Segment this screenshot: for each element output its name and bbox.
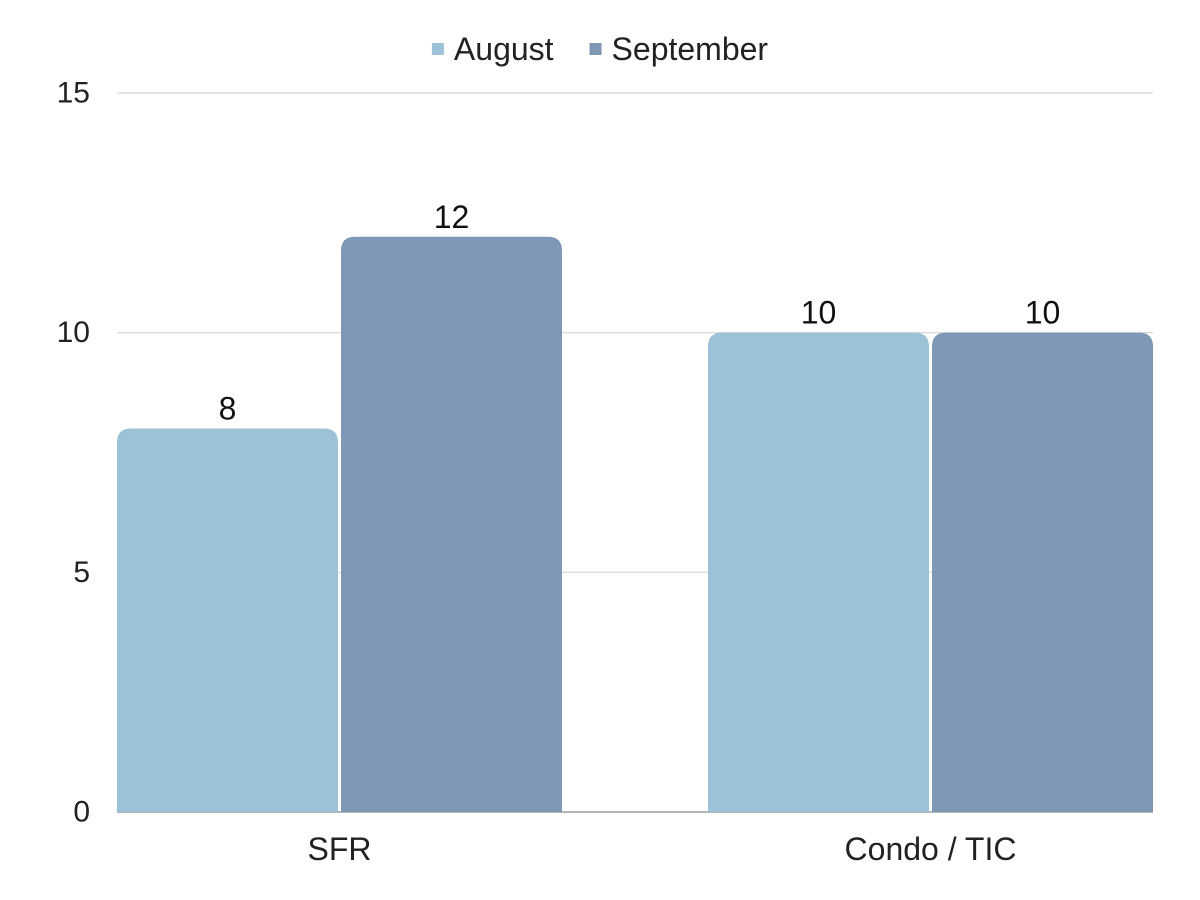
- bar-condo-tic-august[interactable]: [708, 332, 929, 812]
- data-label: 12: [434, 199, 470, 235]
- bar-sfr-september[interactable]: [341, 236, 562, 813]
- data-label: 10: [1025, 295, 1061, 331]
- x-tick-label: Condo / TIC: [845, 831, 1017, 867]
- legend-label: August: [454, 31, 554, 67]
- bars: [117, 236, 1153, 813]
- legend-swatch: [589, 43, 602, 55]
- legend-label: September: [612, 31, 769, 67]
- bar-condo-tic-september[interactable]: [932, 332, 1153, 812]
- x-tick-label: SFR: [308, 831, 372, 867]
- data-labels: 8 12 10 10: [219, 199, 1061, 427]
- y-tick-label: 15: [57, 77, 90, 110]
- y-tick-label: 5: [73, 556, 90, 589]
- y-tick-label: 10: [57, 316, 90, 349]
- bar-sfr-august[interactable]: [117, 428, 338, 812]
- legend[interactable]: August September: [431, 31, 769, 67]
- legend-item-august[interactable]: August: [431, 31, 554, 67]
- y-tick-label: 0: [73, 796, 90, 829]
- x-axis: SFR Condo / TIC: [308, 831, 1017, 867]
- legend-swatch: [431, 43, 444, 55]
- data-label: 10: [801, 295, 837, 331]
- legend-item-september[interactable]: September: [589, 31, 769, 67]
- data-label: 8: [219, 391, 237, 427]
